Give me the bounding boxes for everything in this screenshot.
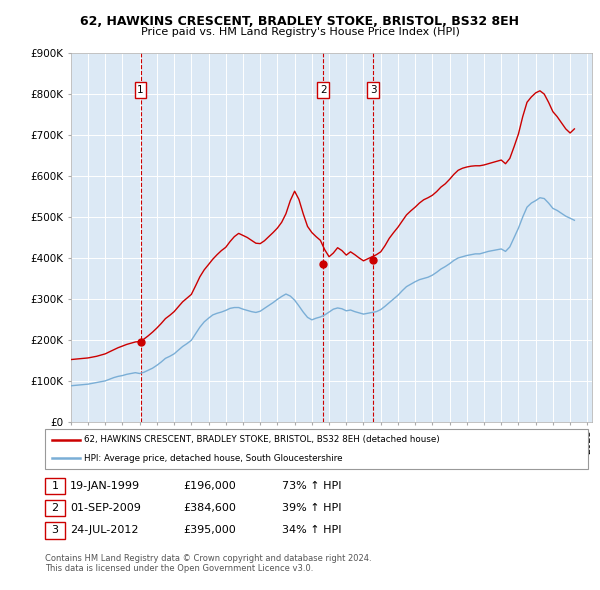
Text: Price paid vs. HM Land Registry's House Price Index (HPI): Price paid vs. HM Land Registry's House … [140, 27, 460, 37]
Text: 39% ↑ HPI: 39% ↑ HPI [282, 503, 341, 513]
Text: £384,600: £384,600 [183, 503, 236, 513]
Text: 24-JUL-2012: 24-JUL-2012 [70, 526, 139, 535]
Text: 62, HAWKINS CRESCENT, BRADLEY STOKE, BRISTOL, BS32 8EH (detached house): 62, HAWKINS CRESCENT, BRADLEY STOKE, BRI… [84, 435, 440, 444]
Text: 19-JAN-1999: 19-JAN-1999 [70, 481, 140, 491]
Text: 1: 1 [137, 85, 144, 95]
Text: 01-SEP-2009: 01-SEP-2009 [70, 503, 141, 513]
Text: 73% ↑ HPI: 73% ↑ HPI [282, 481, 341, 491]
Text: Contains HM Land Registry data © Crown copyright and database right 2024.
This d: Contains HM Land Registry data © Crown c… [45, 554, 371, 573]
Text: 3: 3 [370, 85, 376, 95]
Text: £196,000: £196,000 [183, 481, 236, 491]
Text: £395,000: £395,000 [183, 526, 236, 535]
Text: 62, HAWKINS CRESCENT, BRADLEY STOKE, BRISTOL, BS32 8EH: 62, HAWKINS CRESCENT, BRADLEY STOKE, BRI… [80, 15, 520, 28]
Text: 3: 3 [52, 526, 58, 535]
Text: 34% ↑ HPI: 34% ↑ HPI [282, 526, 341, 535]
Text: HPI: Average price, detached house, South Gloucestershire: HPI: Average price, detached house, Sout… [84, 454, 343, 463]
Text: 1: 1 [52, 481, 58, 491]
Text: 2: 2 [320, 85, 326, 95]
Text: 2: 2 [52, 503, 58, 513]
